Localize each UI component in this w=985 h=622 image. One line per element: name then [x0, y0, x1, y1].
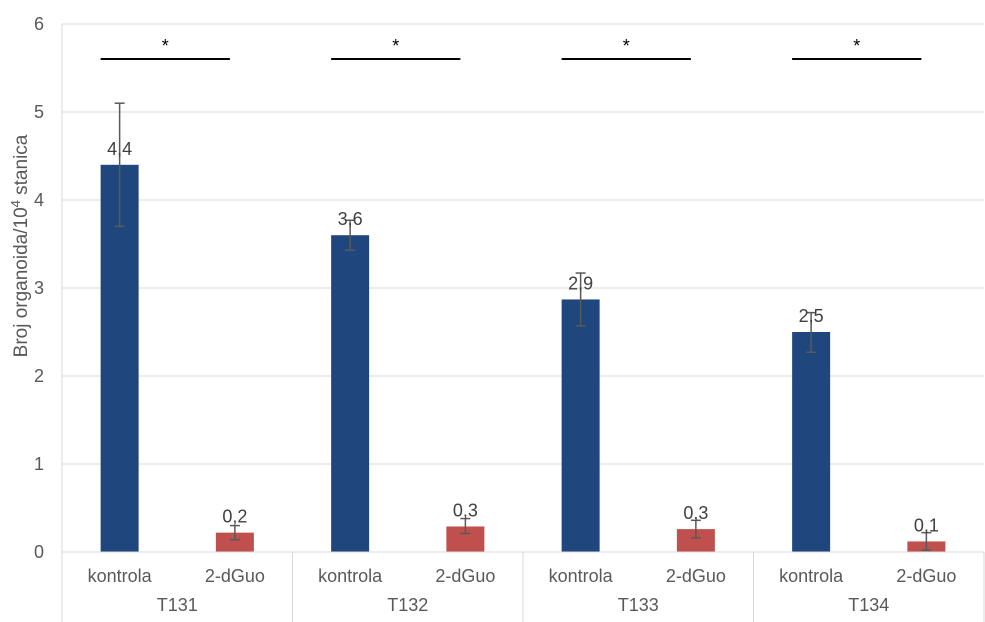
data-label: 0,2 — [222, 507, 247, 527]
significance-markers: * * * * — [100, 36, 922, 60]
group-label: T134 — [848, 595, 889, 615]
gridlines — [62, 23, 984, 465]
bar-t131-kontrola — [100, 164, 139, 553]
bars — [100, 164, 946, 553]
data-label: 0,3 — [453, 500, 478, 520]
error-bars — [114, 102, 932, 551]
y-axis-title-superscript: 4 — [8, 200, 23, 207]
data-label: 0,1 — [914, 515, 939, 535]
y-tick-label: 2 — [34, 366, 44, 386]
bar-t134-kontrola — [792, 332, 831, 552]
y-tick-label: 4 — [34, 190, 44, 210]
y-tick-label: 6 — [34, 14, 44, 34]
category-label: 2-dGuo — [666, 566, 726, 586]
y-axis-title-tail: stanica — [11, 134, 32, 200]
data-label: 2,5 — [799, 306, 824, 326]
data-label: 0,3 — [683, 503, 708, 523]
data-label: 4,4 — [107, 139, 132, 159]
significance-star: * — [853, 36, 860, 56]
bar-t132-kontrola — [331, 235, 370, 552]
y-tick-label: 3 — [34, 278, 44, 298]
category-label: kontrola — [318, 566, 383, 586]
category-label: kontrola — [549, 566, 614, 586]
y-axis-title: Broj organoida/104 stanica — [8, 134, 32, 357]
significance-star: * — [162, 36, 169, 56]
group-label: T131 — [157, 595, 198, 615]
y-axis-ticks: 0 1 2 3 4 5 6 — [34, 14, 44, 562]
y-tick-label: 0 — [34, 542, 44, 562]
data-label: 2,9 — [568, 273, 593, 293]
y-tick-label: 5 — [34, 102, 44, 122]
category-label: kontrola — [88, 566, 153, 586]
significance-star: * — [392, 36, 399, 56]
data-label: 3,6 — [338, 209, 363, 229]
category-label: kontrola — [779, 566, 844, 586]
category-label: 2-dGuo — [205, 566, 265, 586]
y-tick-label: 1 — [34, 454, 44, 474]
bar-t133-2-dguo — [676, 529, 715, 552]
group-label: T133 — [618, 595, 659, 615]
bar-t131-2-dguo — [215, 532, 254, 552]
bar-t133-kontrola — [561, 299, 600, 552]
group-label: T132 — [387, 595, 428, 615]
data-labels: 4,4 0,2 3,6 0,3 2,9 0,3 2,5 0,1 — [107, 139, 939, 536]
y-axis-title-main: Broj organoida/10 — [11, 207, 32, 357]
significance-star: * — [623, 36, 630, 56]
category-label: 2-dGuo — [896, 566, 956, 586]
category-label: 2-dGuo — [435, 566, 495, 586]
